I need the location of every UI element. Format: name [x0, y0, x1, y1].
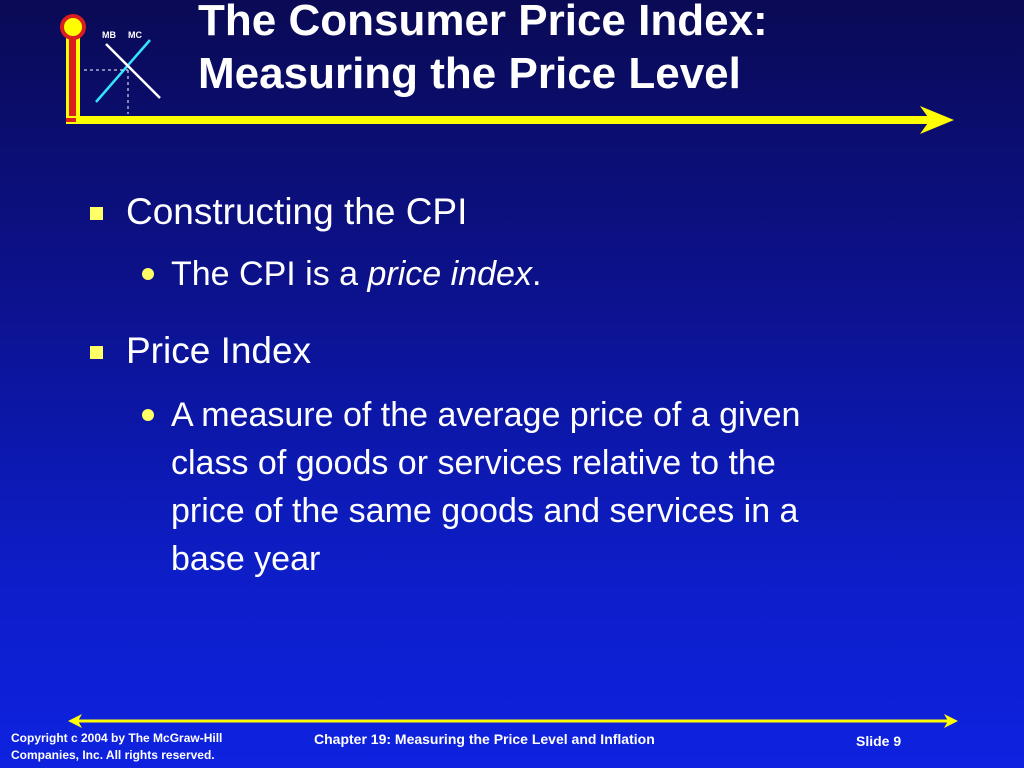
- square-bullet-icon: [90, 207, 103, 220]
- arrow-left-icon: [68, 714, 82, 728]
- definition-line-4: base year: [171, 540, 321, 578]
- slide-body: Constructing the CPI The CPI is a price …: [90, 190, 951, 583]
- bullet-text: Price Index: [126, 330, 312, 371]
- round-bullet-icon: [142, 409, 154, 421]
- sub-bullet-cpi-price-index: The CPI is a price index.: [142, 250, 951, 298]
- bullet-price-index: Price Index: [90, 329, 312, 373]
- emphasis-text: price index: [367, 255, 532, 293]
- square-bullet-icon: [90, 346, 103, 359]
- footer-chapter-title: Chapter 19: Measuring the Price Level an…: [314, 731, 655, 747]
- definition-line-3: price of the same goods and services in …: [171, 492, 799, 530]
- slide-title-line1: The Consumer Price Index:: [198, 0, 768, 45]
- arrow-right-icon: [944, 714, 958, 728]
- definition-line-2: class of goods or services relative to t…: [171, 444, 776, 482]
- definition-line-1: A measure of the average price of a give…: [171, 396, 801, 434]
- sub-bullet-price-index-definition: A measure of the average price of a give…: [142, 391, 951, 583]
- round-bullet-icon: [142, 268, 154, 280]
- bullet-text: Constructing the CPI: [126, 191, 468, 232]
- footer-double-arrow: [68, 714, 958, 728]
- bullet-constructing-cpi: Constructing the CPI: [90, 190, 468, 234]
- slide-title: The Consumer Price Index: Measuring the …: [198, 0, 998, 100]
- footer-copyright: Copyright c 2004 by The McGraw-Hill Comp…: [11, 731, 223, 762]
- slide-number: Slide 9: [856, 733, 902, 749]
- sub-bullet-line: The CPI is a price index.: [171, 255, 542, 293]
- slide-title-line2: Measuring the Price Level: [198, 49, 741, 98]
